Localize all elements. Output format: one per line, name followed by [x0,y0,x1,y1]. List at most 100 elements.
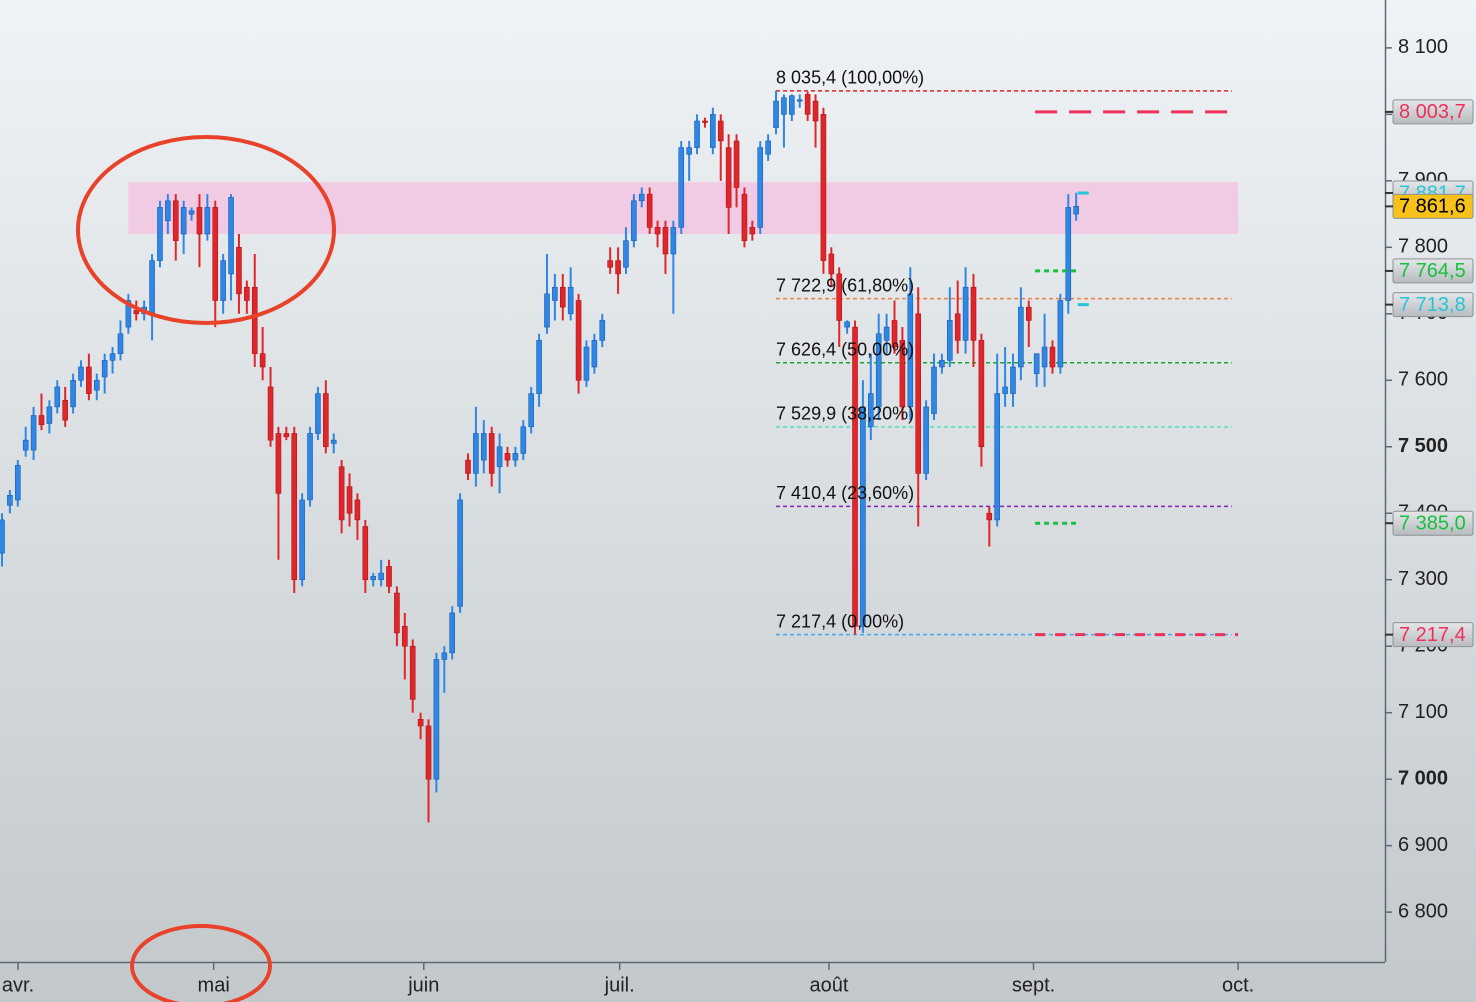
candle-body [1002,386,1008,394]
x-tick-label: mai [198,974,230,996]
candle-body [1025,306,1032,321]
candle-body [512,453,519,461]
candle-body [899,340,906,408]
candle-body [1033,353,1040,374]
candle-body [441,652,448,660]
candle-body [204,207,211,235]
candle-body [520,426,527,454]
candle-body [78,366,84,381]
candle-body [631,200,637,241]
candle-body [251,286,258,354]
candle-body [536,340,542,394]
y-tick-label: 8 100 [1398,36,1448,58]
candle-body [338,466,345,521]
candle-body [820,114,827,261]
candle-body [1057,300,1064,368]
price-label: 8 003,7 [1399,101,1466,123]
y-tick-label: 6 900 [1398,834,1448,856]
x-tick-label: oct. [1222,974,1254,996]
y-tick-label: 7 800 [1398,236,1448,258]
candle-body [165,200,171,222]
candle-body [852,326,858,627]
candle-body [180,207,187,235]
candle-body [402,625,408,647]
candle-body [449,612,456,654]
candle-body [354,499,361,521]
price-label: 7 764,5 [1399,260,1466,282]
candle-body [970,286,977,341]
fib-label: 7 529,9 (38,20%) [776,404,914,424]
candle-body [623,240,629,268]
candle-body [433,659,440,780]
candle-body [741,193,748,241]
candle-body [1065,207,1072,301]
candle-body [172,200,179,241]
candle-body [662,227,669,255]
annotation-circle [76,135,336,325]
annotation-circle [130,924,272,1002]
candle-body [70,379,76,408]
candle-body [923,406,929,474]
candle-body [188,210,195,215]
candle-body [14,465,21,501]
candle-body [559,286,566,308]
candle-body [157,207,163,261]
candle-body [46,406,53,424]
candle-body [378,572,384,581]
candle-body [915,313,922,474]
candle-body [994,393,1000,521]
candle-body [789,95,795,115]
candle-body [891,320,898,348]
candle-body [591,340,598,368]
candle-body [725,147,732,208]
candle-body [954,313,961,341]
candle-body [133,310,140,315]
candle-body [236,247,242,295]
y-tick-label: 7 000 [1398,767,1448,789]
candle-body [457,499,463,607]
candle-body [417,719,424,727]
candle-body [38,415,45,426]
candle-body [101,360,108,378]
candle-body [259,353,266,368]
candle-body [496,446,503,468]
candle-body [883,326,890,341]
candle-body [978,340,985,448]
candle-body [678,147,685,228]
plot-area [0,90,1239,823]
candle-body [109,353,116,361]
candle-body [544,293,550,328]
candle-body [291,433,298,581]
candle-body [473,433,479,474]
candle-body [394,592,400,634]
fib-label: 7 217,4 (0,00%) [776,611,904,631]
candle-body [615,260,621,275]
candle-body [504,453,511,461]
x-tick-label: sept. [1012,974,1055,996]
candle-body [117,333,124,354]
price-label: 7 217,4 [1399,624,1466,646]
candle-body [702,120,708,123]
candle-body [646,193,653,228]
candle-body [710,114,716,148]
candle-body [346,486,353,514]
candle-body [22,439,29,451]
candle-body [907,293,914,408]
candle-body [804,94,811,115]
candle-body [686,147,692,155]
candle-body [0,519,5,554]
candle-body [860,406,866,627]
candle-body [638,193,645,202]
candle-body [86,366,92,394]
price-label: 7 713,8 [1399,294,1466,316]
candle-body [275,433,282,494]
y-tick-label: 7 300 [1398,568,1448,590]
x-tick-label: avr. [2,974,34,996]
candle-body [694,120,700,148]
candle-body [567,286,574,315]
fib-label: 7 626,4 (50,00%) [776,339,914,359]
candle-body [299,499,305,581]
candle-body [654,227,661,235]
